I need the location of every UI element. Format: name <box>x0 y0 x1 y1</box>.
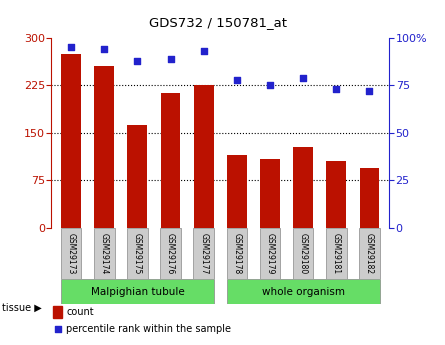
Text: Malpighian tubule: Malpighian tubule <box>90 287 184 296</box>
Bar <box>194 228 214 279</box>
Text: GSM29177: GSM29177 <box>199 233 208 274</box>
Bar <box>127 125 147 228</box>
Bar <box>160 228 181 279</box>
Point <box>68 45 75 50</box>
Point <box>101 47 108 52</box>
Bar <box>94 228 114 279</box>
Bar <box>194 85 214 228</box>
Text: GSM29173: GSM29173 <box>67 233 76 274</box>
Text: percentile rank within the sample: percentile rank within the sample <box>66 324 231 334</box>
Bar <box>260 159 280 228</box>
Bar <box>326 228 347 279</box>
Text: count: count <box>66 307 94 317</box>
Text: GSM29180: GSM29180 <box>299 233 307 274</box>
Point <box>366 88 373 94</box>
Bar <box>53 306 62 317</box>
Text: GSM29182: GSM29182 <box>365 233 374 274</box>
Bar <box>227 155 247 228</box>
Point <box>54 326 61 332</box>
Point <box>200 48 207 54</box>
Text: GSM29181: GSM29181 <box>332 233 341 274</box>
Point <box>267 82 274 88</box>
Bar <box>326 161 346 228</box>
Text: GSM29174: GSM29174 <box>100 233 109 274</box>
Text: GSM29178: GSM29178 <box>232 233 241 274</box>
Bar <box>127 228 148 279</box>
Bar <box>61 228 81 279</box>
Point <box>333 86 340 92</box>
Text: GSM29176: GSM29176 <box>166 233 175 274</box>
Point <box>299 75 307 81</box>
Text: GSM29175: GSM29175 <box>133 233 142 274</box>
Bar <box>94 66 114 228</box>
Text: GSM29179: GSM29179 <box>266 233 275 274</box>
Bar <box>260 228 280 279</box>
Bar <box>227 279 380 304</box>
Bar <box>161 93 181 228</box>
Bar <box>227 228 247 279</box>
Bar <box>293 147 313 228</box>
Bar <box>61 54 81 228</box>
Bar <box>360 168 380 228</box>
Point <box>233 77 240 82</box>
Point <box>167 56 174 61</box>
Text: GDS732 / 150781_at: GDS732 / 150781_at <box>149 16 287 29</box>
Point <box>134 58 141 63</box>
Bar <box>359 228 380 279</box>
Bar <box>61 279 214 304</box>
Text: tissue ▶: tissue ▶ <box>2 303 42 313</box>
Bar <box>293 228 313 279</box>
Text: whole organism: whole organism <box>262 287 345 296</box>
